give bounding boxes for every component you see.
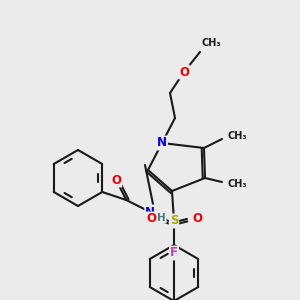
- Text: F: F: [170, 247, 178, 260]
- Text: S: S: [170, 214, 178, 227]
- Text: N: N: [157, 136, 167, 149]
- Text: O: O: [192, 212, 202, 226]
- Text: N: N: [145, 206, 155, 218]
- Text: O: O: [111, 173, 121, 187]
- Text: O: O: [146, 212, 156, 226]
- Text: CH₃: CH₃: [228, 179, 248, 189]
- Text: O: O: [179, 65, 189, 79]
- Text: H: H: [157, 213, 166, 223]
- Text: CH₃: CH₃: [227, 131, 247, 141]
- Text: CH₃: CH₃: [202, 38, 222, 48]
